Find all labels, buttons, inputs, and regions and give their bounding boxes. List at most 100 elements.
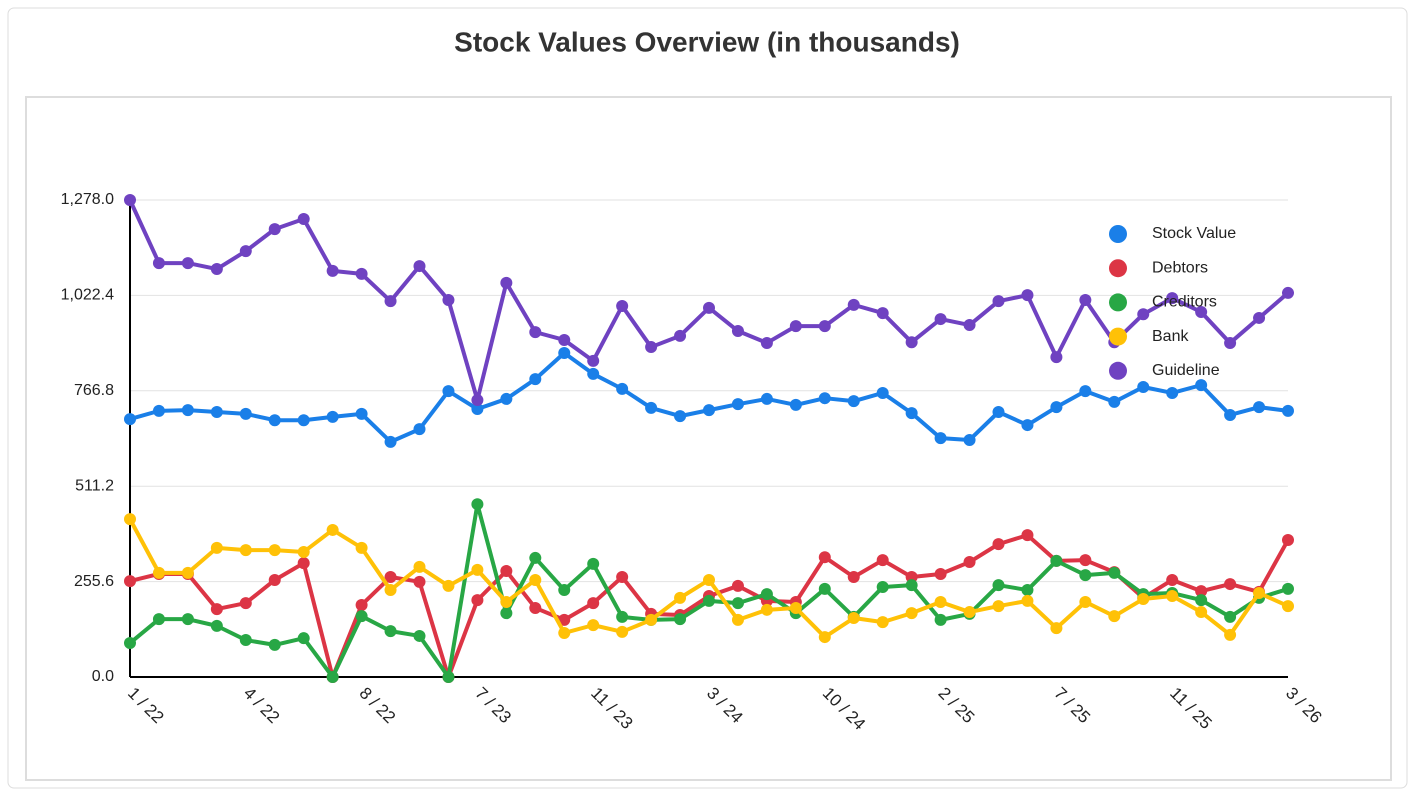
data-point [239, 407, 252, 420]
data-point [152, 566, 165, 579]
data-point [529, 601, 542, 614]
data-point [558, 613, 571, 626]
data-point [616, 625, 629, 638]
data-point [1050, 622, 1063, 635]
data-point [384, 435, 397, 448]
data-point [558, 584, 571, 597]
data-point [789, 601, 802, 614]
data-point [616, 570, 629, 583]
data-point [1050, 554, 1063, 567]
data-point [124, 194, 136, 206]
data-point [760, 588, 773, 601]
data-point [413, 560, 426, 573]
data-point [703, 404, 715, 417]
data-point [731, 325, 744, 338]
data-point [297, 213, 310, 226]
data-point [1021, 529, 1034, 542]
data-point [1224, 610, 1237, 623]
data-point [384, 625, 397, 638]
data-point [124, 513, 136, 526]
data-point [384, 295, 397, 308]
data-point [905, 407, 918, 420]
data-point [1166, 590, 1179, 603]
data-point [268, 638, 281, 651]
data-point [210, 406, 223, 418]
data-point [760, 603, 773, 616]
data-point [1079, 569, 1092, 582]
data-point [181, 404, 194, 417]
y-tick-label: 0.0 [92, 668, 114, 685]
data-point [934, 567, 947, 580]
data-point [1079, 554, 1092, 567]
data-point [1021, 289, 1034, 302]
legend-swatch [1109, 259, 1127, 278]
data-point [326, 523, 339, 536]
data-point [124, 575, 136, 588]
legend-label: Guideline [1152, 362, 1220, 379]
data-point [760, 392, 773, 405]
data-point [587, 354, 600, 367]
data-point [152, 613, 165, 626]
data-point [963, 606, 976, 619]
data-point [500, 392, 513, 405]
data-point [674, 591, 687, 604]
data-point [731, 613, 744, 626]
data-point [789, 320, 802, 333]
data-point [326, 410, 339, 423]
data-point [587, 619, 600, 632]
data-point [413, 260, 426, 273]
y-tick-label: 766.8 [74, 382, 114, 399]
data-point [645, 613, 658, 626]
chart-title: Stock Values Overview (in thousands) [454, 26, 960, 57]
data-point [674, 613, 687, 626]
data-point [1079, 385, 1092, 398]
data-point [963, 556, 976, 569]
data-point [500, 607, 513, 620]
data-point [934, 432, 947, 445]
data-point [1021, 584, 1034, 597]
data-point [239, 634, 252, 647]
data-point [703, 594, 715, 607]
data-point [500, 565, 513, 577]
data-point [471, 594, 484, 607]
data-point [297, 557, 310, 570]
y-tick-label: 1,022.4 [61, 287, 114, 304]
data-point [731, 398, 744, 411]
data-point [847, 298, 860, 311]
data-point [471, 394, 484, 407]
data-point [731, 597, 744, 610]
data-point [471, 403, 484, 416]
data-point [818, 392, 831, 405]
data-point [1079, 595, 1092, 608]
data-point [934, 613, 947, 626]
data-point [413, 629, 426, 642]
data-point [124, 413, 136, 426]
data-point [1021, 594, 1034, 607]
data-point [645, 401, 658, 414]
data-point [500, 276, 513, 289]
data-point [442, 294, 455, 307]
data-point [992, 295, 1005, 308]
legend-swatch [1109, 293, 1127, 312]
data-point [384, 584, 397, 597]
data-point [413, 575, 426, 588]
legend-swatch [1109, 361, 1127, 380]
data-point [645, 341, 658, 354]
data-point [181, 566, 194, 579]
data-point [1224, 628, 1237, 641]
data-point [1137, 308, 1150, 321]
data-point [934, 595, 947, 608]
data-point [1166, 573, 1179, 586]
data-point [1050, 401, 1063, 414]
data-point [1195, 305, 1208, 318]
y-tick-label: 511.2 [75, 477, 114, 494]
legend-label: Stock Value [1152, 225, 1236, 242]
data-point [1108, 566, 1121, 579]
data-point [963, 319, 976, 332]
data-point [818, 551, 831, 564]
data-point [992, 406, 1005, 418]
data-point [905, 570, 918, 583]
data-point [239, 597, 252, 610]
